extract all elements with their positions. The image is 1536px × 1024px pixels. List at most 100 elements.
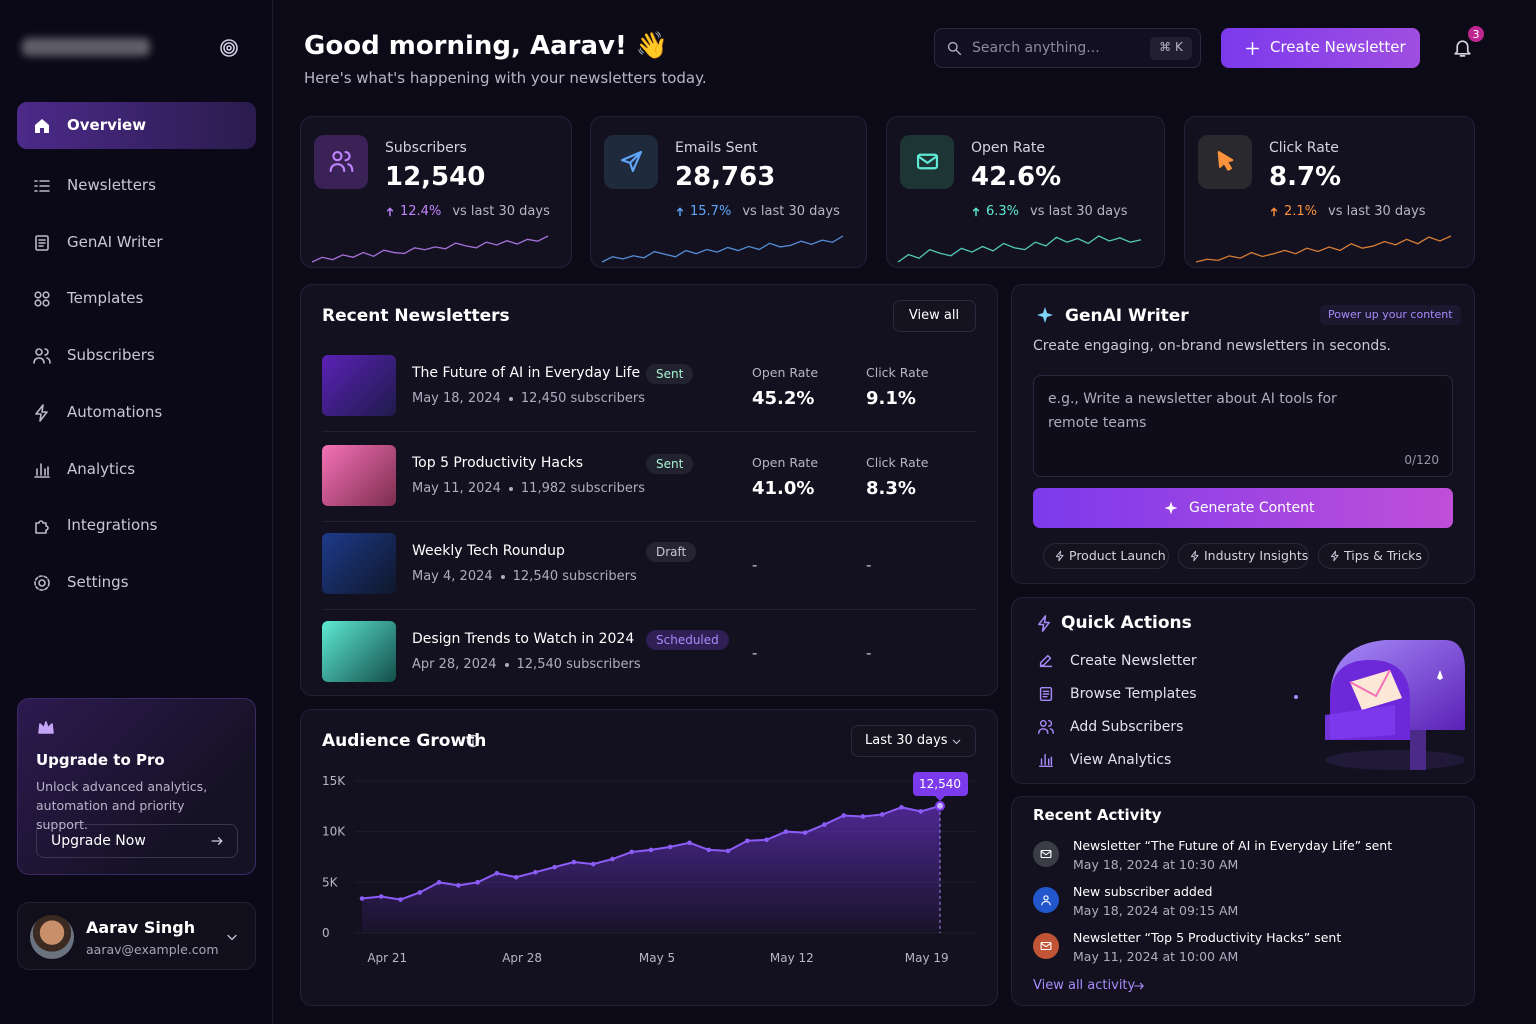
newsletter-thumbnail[interactable] xyxy=(322,533,396,594)
prompt-counter: 0/120 xyxy=(1404,453,1439,468)
icon-part xyxy=(676,207,684,217)
user-email: aarav@example.com xyxy=(86,941,219,957)
chip[interactable] xyxy=(1043,543,1169,569)
newsletter-subscribers: 12,450 subscribers xyxy=(520,391,646,406)
status-badge: Scheduled xyxy=(646,630,729,650)
metric-label: Click Rate xyxy=(866,364,929,380)
stat-label: Open Rate xyxy=(971,139,1045,156)
activity-text: Newsletter “Top 5 Productivity Hacks” se… xyxy=(1073,929,1342,945)
stat-value: 12,540 xyxy=(385,162,486,193)
prompt-box[interactable] xyxy=(1033,375,1453,477)
notification-count: 3 xyxy=(1473,28,1480,41)
search-placeholder: Search anything... xyxy=(972,39,1100,56)
stat-icon-box xyxy=(1198,135,1252,189)
chip[interactable] xyxy=(1178,543,1309,569)
metric-value: - xyxy=(866,644,872,663)
nav-item[interactable]: Settings xyxy=(67,573,129,592)
icon-part xyxy=(386,207,394,217)
newsletter-meta: May 4, 2024 12,540 subscribers xyxy=(412,568,637,586)
metric-label: Open Rate xyxy=(752,454,819,470)
icon-part xyxy=(972,207,980,217)
stat-icon-box xyxy=(604,135,658,189)
panel-title: GenAI Writer xyxy=(1065,305,1189,326)
nav-active xyxy=(17,102,256,149)
quick-action[interactable]: Browse Templates xyxy=(1070,685,1197,702)
generate-button-label: Generate Content xyxy=(1189,499,1315,516)
stat-change: 2.1% xyxy=(1284,204,1318,219)
nav-item[interactable]: GenAI Writer xyxy=(67,233,163,252)
quick-action[interactable]: Create Newsletter xyxy=(1070,652,1197,669)
upgrade-button-label: Upgrade Now xyxy=(51,832,146,849)
icon-part xyxy=(1270,207,1278,217)
chip-label[interactable]: Industry Insights xyxy=(1204,547,1309,563)
newsletter-date: May 4, 2024 xyxy=(412,569,493,584)
newsletter-date: Apr 28, 2024 xyxy=(412,657,497,672)
stat-period: vs last 30 days xyxy=(742,204,840,219)
generate-button[interactable] xyxy=(1033,488,1453,528)
metric-value: - xyxy=(866,556,872,575)
chip-label[interactable]: Product Launch xyxy=(1069,547,1166,563)
nav-item[interactable]: Analytics xyxy=(67,460,136,479)
activity-time: May 18, 2024 at 09:15 AM xyxy=(1073,902,1239,918)
nav-item[interactable]: Newsletters xyxy=(67,176,156,195)
nav-item[interactable]: Overview xyxy=(67,116,147,135)
notification-badge xyxy=(1468,26,1484,42)
range-label[interactable]: Last 30 days xyxy=(865,732,948,748)
newsletter-title[interactable]: Design Trends to Watch in 2024 xyxy=(412,630,635,647)
stat-change-row: 6.3% vs last 30 days xyxy=(970,203,1128,221)
quick-action[interactable]: Add Subscribers xyxy=(1070,718,1184,735)
stat-label: Emails Sent xyxy=(675,139,758,156)
nav-item[interactable]: Automations xyxy=(67,403,163,422)
newsletter-thumbnail[interactable] xyxy=(322,355,396,416)
view-all-button[interactable] xyxy=(893,300,976,332)
metric-value: - xyxy=(752,556,758,575)
view-all-activity[interactable]: View all activity xyxy=(1033,977,1136,993)
newsletter-subscribers: 11,982 subscribers xyxy=(520,481,646,496)
newsletter-title[interactable]: Top 5 Productivity Hacks xyxy=(412,454,584,471)
metric-value: 41.0% xyxy=(752,478,815,500)
stat-label: Click Rate xyxy=(1269,139,1339,156)
upgrade-button[interactable] xyxy=(36,824,238,858)
chip-label[interactable]: Tips & Tricks xyxy=(1344,547,1422,563)
panel-title: Recent Activity xyxy=(1033,806,1162,825)
nav-item[interactable]: Integrations xyxy=(67,516,158,535)
shortcut: ⌘ K xyxy=(1159,40,1183,55)
meta-dot xyxy=(508,487,513,491)
newsletter-meta: May 11, 2024 11,982 subscribers xyxy=(412,480,645,498)
stat-change: 12.4% xyxy=(400,204,442,219)
newsletter-title[interactable]: The Future of AI in Everyday Life xyxy=(412,364,641,381)
nav-item[interactable]: Subscribers xyxy=(67,346,155,365)
activity-time: May 11, 2024 at 10:00 AM xyxy=(1073,948,1239,964)
newsletter-date: May 18, 2024 xyxy=(412,391,501,406)
user-name: Aarav Singh xyxy=(86,917,196,937)
newsletter-title[interactable]: Weekly Tech Roundup xyxy=(412,542,565,559)
row-divider xyxy=(322,609,976,610)
icon-part xyxy=(1270,207,1278,217)
upgrade-text: Unlock advanced analytics, automation an… xyxy=(36,779,208,832)
genai-subtitle: Create engaging, on-brand newsletters in… xyxy=(1033,337,1391,354)
icon-part xyxy=(676,207,684,217)
greeting: Good morning, Aarav! 👋 xyxy=(304,31,669,62)
nav-item[interactable]: Templates xyxy=(67,289,144,308)
panel-title: Quick Actions xyxy=(1061,612,1192,633)
newsletter-thumbnail[interactable] xyxy=(322,445,396,506)
meta-dot xyxy=(504,663,509,667)
activity-time: May 18, 2024 at 10:30 AM xyxy=(1073,856,1239,872)
genai-badge: Power up your content xyxy=(1320,305,1461,325)
metric-value: - xyxy=(752,644,758,663)
quick-action[interactable]: View Analytics xyxy=(1070,751,1172,768)
shortcut-box xyxy=(1150,37,1192,60)
newsletter-meta: May 18, 2024 12,450 subscribers xyxy=(412,390,645,408)
stat-period: vs last 30 days xyxy=(1328,204,1426,219)
metric-value: 45.2% xyxy=(752,388,815,410)
meta-dot xyxy=(508,397,513,401)
newsletter-date: May 11, 2024 xyxy=(412,481,501,496)
activity-text: New subscriber added xyxy=(1073,883,1213,899)
stat-change: 6.3% xyxy=(986,204,1020,219)
view-all-label[interactable]: View all xyxy=(908,307,960,323)
panel-title: Recent Newsletters xyxy=(322,305,510,326)
status-badge: Draft xyxy=(646,542,697,562)
stat-label: Subscribers xyxy=(385,139,467,156)
stat-change-row: 2.1% vs last 30 days xyxy=(1268,203,1426,221)
newsletter-thumbnail[interactable] xyxy=(322,621,396,682)
